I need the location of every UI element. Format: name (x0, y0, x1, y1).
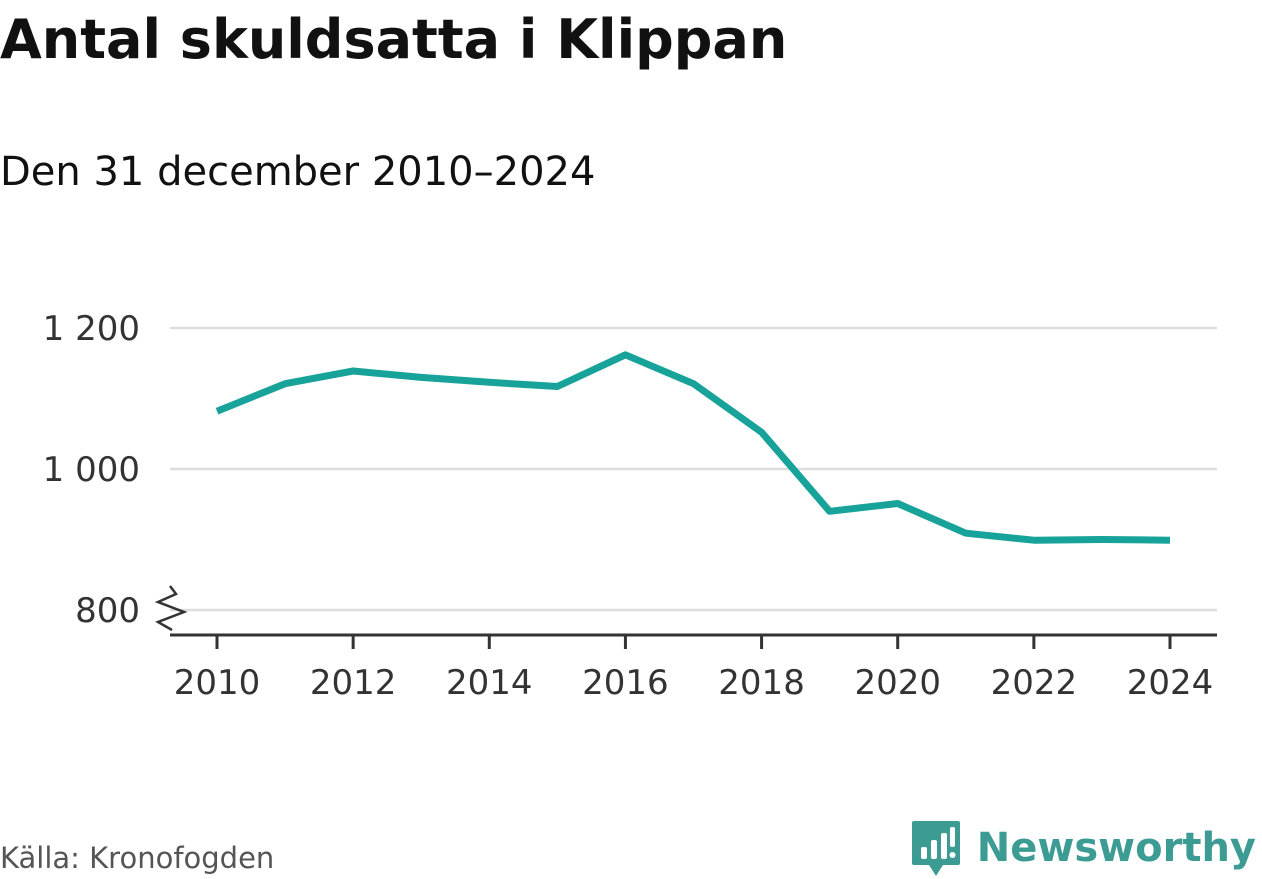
data-point (962, 530, 969, 537)
data-point (554, 383, 561, 390)
series-layer (214, 351, 1174, 544)
newsworthy-logo-icon (911, 821, 960, 876)
x-tick-label: 2020 (854, 663, 941, 703)
data-point (1098, 536, 1105, 543)
y-tick-label: 1 000 (43, 450, 140, 490)
source-note: Källa: Kronofogden (0, 841, 275, 875)
x-tick-label: 2022 (991, 663, 1078, 703)
data-point (826, 508, 833, 515)
gridlines (170, 326, 1217, 612)
y-tick-label: 1 200 (43, 309, 140, 349)
data-point (486, 379, 493, 386)
y-axis-labels: 800 1 000 1 200 (43, 309, 140, 631)
x-tick-label: 2024 (1127, 663, 1214, 703)
x-tick-label: 2012 (310, 663, 397, 703)
brand: Newsworthy (911, 820, 1256, 876)
brand-name: Newsworthy (976, 825, 1256, 871)
series-line (215, 351, 1171, 544)
data-point (214, 408, 221, 415)
x-tick-label: 2016 (582, 663, 669, 703)
data-point (622, 351, 629, 358)
x-tick-label: 2010 (174, 663, 261, 703)
data-point (894, 500, 901, 507)
x-tick-label: 2018 (718, 663, 805, 703)
y-axis-break-mark (154, 585, 188, 632)
y-tick-label: 800 (75, 591, 140, 631)
chart-subtitle: Den 31 december 2010–2024 (0, 149, 596, 195)
x-axis: 2010 2012 2014 2016 2018 2020 2022 2024 (154, 585, 1217, 703)
data-point (758, 429, 765, 436)
x-tick-label: 2014 (446, 663, 533, 703)
chart-title: Antal skuldsatta i Klippan (0, 8, 788, 71)
data-point (1167, 537, 1174, 544)
data-point (1030, 537, 1037, 544)
data-point (418, 374, 425, 381)
data-point (282, 380, 289, 387)
data-point (350, 368, 357, 375)
data-point (690, 380, 697, 387)
